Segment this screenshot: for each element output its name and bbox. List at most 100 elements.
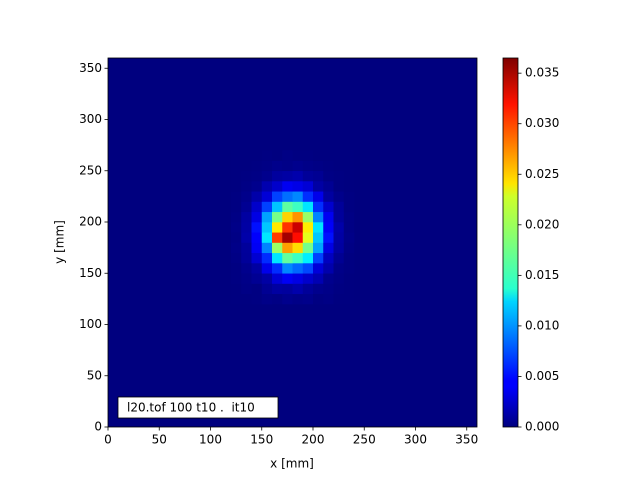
heat-cell <box>343 293 355 305</box>
heat-cell <box>251 232 263 243</box>
heat-cell <box>313 232 324 243</box>
heat-cell <box>261 252 273 264</box>
heat-cell <box>272 222 283 233</box>
heat-cell <box>343 170 355 182</box>
heat-cell <box>251 263 263 274</box>
heat-cell <box>231 273 242 284</box>
heat-cell <box>313 160 324 172</box>
heat-cell <box>323 191 334 202</box>
heat-cell <box>241 242 252 254</box>
heat-cell <box>251 222 263 233</box>
x-tick-label: 200 <box>302 433 325 447</box>
heat-cell <box>241 232 252 243</box>
heat-cell <box>323 283 334 295</box>
heat-cell <box>333 160 345 172</box>
heat-cell <box>282 242 293 254</box>
heat-cell <box>251 211 263 223</box>
heat-cell <box>241 191 252 202</box>
heat-cell <box>323 181 334 192</box>
heat-cell <box>251 181 263 192</box>
y-tick-label: 50 <box>87 368 102 382</box>
heat-cell <box>302 252 314 264</box>
heat-cell <box>333 252 345 264</box>
heat-cell <box>261 150 273 161</box>
heat-cell <box>323 252 334 264</box>
heat-cell <box>231 181 242 192</box>
heat-cell <box>292 160 304 172</box>
heat-cell <box>333 191 345 202</box>
heat-cell <box>241 181 252 192</box>
heat-cell <box>323 273 334 284</box>
heat-cell <box>333 242 345 254</box>
heat-cell <box>231 232 242 243</box>
heat-cell <box>323 160 334 172</box>
heat-cell <box>323 150 334 161</box>
colorbar-tick-label: 0.020 <box>525 217 559 231</box>
y-tick-label: 100 <box>79 317 102 331</box>
heat-cell <box>323 242 334 254</box>
heat-cell <box>343 181 355 192</box>
heat-cell <box>282 181 293 192</box>
heat-cell <box>323 170 334 182</box>
heat-cell <box>323 263 334 274</box>
heat-cell <box>313 242 324 254</box>
heat-cell <box>251 150 263 161</box>
heat-cell <box>282 232 293 243</box>
heat-cell <box>261 222 273 233</box>
heat-cell <box>261 283 273 295</box>
heat-cell <box>231 242 242 254</box>
heat-cell <box>241 170 252 182</box>
heat-cell <box>272 181 283 192</box>
heat-cell <box>313 170 324 182</box>
heat-cell <box>313 222 324 233</box>
heat-cell <box>261 181 273 192</box>
heat-cell <box>292 150 304 161</box>
heat-cell <box>231 201 242 213</box>
heat-cell <box>323 211 334 223</box>
heat-cell <box>261 232 273 243</box>
heat-cell <box>302 181 314 192</box>
heat-cell <box>313 283 324 295</box>
heat-cell <box>333 273 345 284</box>
y-tick-label: 250 <box>79 163 102 177</box>
heat-cell <box>343 263 355 274</box>
heat-cell <box>302 170 314 182</box>
heat-cell <box>302 150 314 161</box>
heat-cell <box>333 283 345 295</box>
heat-cell <box>231 222 242 233</box>
heat-cell <box>333 181 345 192</box>
heat-cell <box>343 242 355 254</box>
heat-cell <box>282 293 293 305</box>
heat-cell <box>241 252 252 264</box>
heat-cell <box>302 263 314 274</box>
heat-cell <box>251 201 263 213</box>
heat-cell <box>282 263 293 274</box>
heat-cell <box>272 273 283 284</box>
heat-cell <box>241 201 252 213</box>
heat-cell <box>241 150 252 161</box>
colorbar-tick-label: 0.010 <box>525 318 559 332</box>
heat-cell <box>241 160 252 172</box>
heat-cell <box>272 252 283 264</box>
heat-cell <box>302 293 314 305</box>
heat-cell <box>313 201 324 213</box>
heat-cell <box>292 170 304 182</box>
heat-cell <box>241 211 252 223</box>
heat-cell <box>241 222 252 233</box>
heat-cell <box>323 232 334 243</box>
heat-cell <box>343 211 355 223</box>
heat-cell <box>231 252 242 264</box>
heat-cell <box>251 283 263 295</box>
heat-cell <box>343 191 355 202</box>
heat-cell <box>292 263 304 274</box>
heat-cell <box>272 201 283 213</box>
heat-cell <box>333 222 345 233</box>
heat-cell <box>272 263 283 274</box>
heat-cell <box>282 222 293 233</box>
heat-cell <box>282 201 293 213</box>
heat-cell <box>282 252 293 264</box>
heat-cell <box>272 191 283 202</box>
heat-cell <box>282 211 293 223</box>
heat-cell <box>261 263 273 274</box>
heat-cell <box>302 283 314 295</box>
